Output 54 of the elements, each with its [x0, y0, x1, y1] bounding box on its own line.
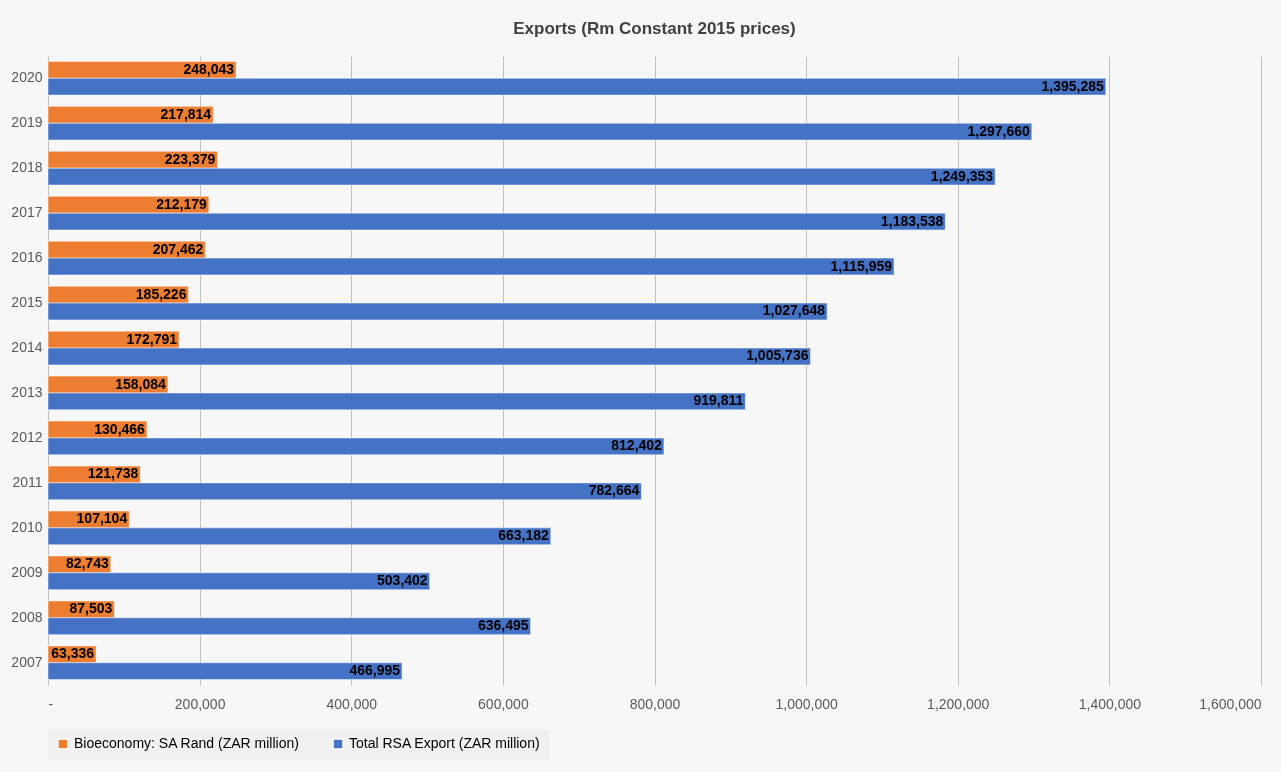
chart-title: Exports (Rm Constant 2015 prices) — [513, 19, 796, 38]
data-label: 1,183,538 — [880, 212, 944, 229]
y-tick-label: 2016 — [11, 249, 43, 266]
data-label: 636,495 — [477, 617, 529, 634]
data-label: 812,402 — [611, 437, 663, 454]
x-tick-label: 1,400,000 — [1078, 695, 1142, 712]
data-label: 503,402 — [377, 572, 428, 589]
legend-label: Bioeconomy: SA Rand (ZAR million) — [74, 735, 299, 751]
y-tick-label: 2018 — [11, 159, 43, 176]
data-label: 1,249,353 — [930, 167, 994, 184]
data-label: 248,043 — [183, 60, 235, 77]
data-label: 782,664 — [588, 482, 640, 499]
x-tick-label: 200,000 — [174, 695, 226, 712]
data-label: 185,226 — [135, 285, 187, 302]
data-label: 1,395,285 — [1041, 77, 1104, 94]
x-tick-label: 1,200,000 — [927, 695, 990, 712]
data-label: 1,005,736 — [746, 347, 809, 364]
data-label: 207,462 — [152, 240, 204, 257]
data-label: 919,811 — [693, 392, 744, 409]
y-tick-label: 2007 — [11, 653, 43, 670]
y-tick-label: 2013 — [11, 383, 43, 400]
data-label: 107,104 — [76, 510, 128, 527]
data-label: 121,738 — [87, 465, 139, 482]
y-tick-label: 2017 — [11, 204, 43, 221]
y-tick-label: 2020 — [11, 69, 43, 86]
data-label: 1,115,959 — [830, 257, 893, 274]
x-tick-label: - — [48, 695, 54, 712]
x-tick-label: 1,000,000 — [775, 695, 838, 712]
data-label: 63,336 — [51, 645, 95, 662]
data-label: 1,027,648 — [762, 302, 826, 319]
data-label: 217,814 — [160, 105, 212, 122]
y-tick-label: 2012 — [11, 428, 43, 445]
data-label: 212,179 — [156, 195, 208, 212]
data-label: 663,182 — [498, 527, 549, 544]
y-tick-label: 2009 — [11, 563, 43, 580]
data-label: 158,084 — [115, 375, 167, 392]
data-label: 130,466 — [94, 420, 146, 437]
y-tick-label: 2008 — [11, 608, 43, 625]
x-tick-label: 600,000 — [478, 695, 529, 712]
data-label: 1,297,660 — [967, 122, 1030, 139]
y-tick-label: 2011 — [12, 473, 43, 490]
x-tick-label: 400,000 — [326, 695, 378, 712]
y-tick-label: 2019 — [11, 114, 43, 131]
data-label: 223,379 — [164, 150, 216, 167]
legend-label: Total RSA Export (ZAR million) — [349, 735, 540, 751]
data-label: 466,995 — [349, 662, 401, 679]
data-label: 82,743 — [65, 555, 109, 572]
data-label: 172,791 — [126, 330, 178, 347]
y-tick-label: 2014 — [11, 339, 43, 356]
y-tick-label: 2015 — [11, 294, 43, 311]
data-label: 87,503 — [69, 600, 113, 617]
y-tick-label: 2010 — [11, 518, 43, 535]
x-tick-label: 800,000 — [629, 695, 681, 712]
x-tick-label: 1,600,000 — [1199, 695, 1262, 712]
